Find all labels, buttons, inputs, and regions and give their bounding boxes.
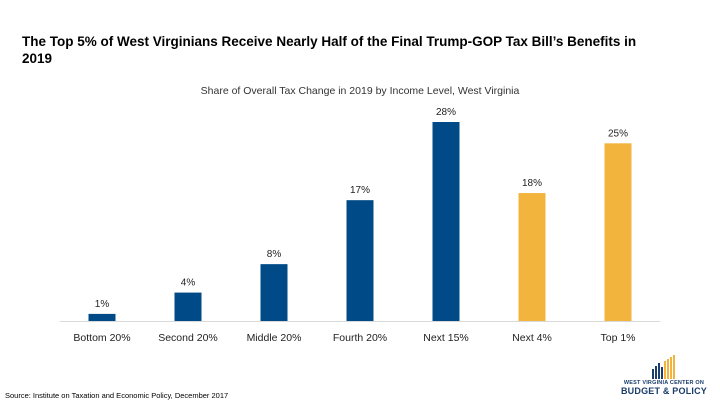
data-label: 1% — [95, 299, 110, 310]
x-tick-label: Next 15% — [423, 332, 469, 344]
logo-bars-icon — [652, 355, 675, 379]
x-tick-label: Second 20% — [158, 332, 218, 344]
data-label: 28% — [436, 107, 456, 118]
bar-fourth-20 — [346, 200, 374, 321]
bar-next-4 — [518, 193, 546, 321]
data-label: 17% — [350, 185, 370, 196]
bar-group: 1% Bottom 20% 4% Second 20% 8% Middle 20% 17% F… — [73, 107, 635, 344]
data-label: 4% — [181, 278, 196, 289]
slide-title: The Top 5% of West Virginians Receive Ne… — [22, 34, 637, 66]
bar-next-15 — [432, 122, 460, 321]
data-label: 25% — [608, 128, 628, 139]
bar-top-1 — [604, 143, 632, 321]
bar-second-20 — [174, 292, 202, 321]
logo-line-2: BUDGET & POLICY — [620, 386, 707, 396]
chart-subtitle: Share of Overall Tax Change in 2019 by I… — [201, 85, 520, 97]
logo-line-1: WEST VIRGINIA CENTER ON — [623, 380, 705, 386]
x-tick-label: Top 1% — [600, 332, 635, 344]
wv-center-logo: WEST VIRGINIA CENTER ON BUDGET & POLICY — [618, 355, 710, 397]
x-tick-label: Fourth 20% — [333, 332, 387, 344]
x-tick-label: Next 4% — [512, 332, 552, 344]
x-tick-label: Middle 20% — [247, 332, 302, 344]
x-tick-label: Bottom 20% — [73, 332, 130, 344]
data-label: 8% — [267, 249, 282, 260]
bar-middle-20 — [260, 264, 288, 321]
data-label: 18% — [522, 178, 542, 189]
bar-bottom-20 — [88, 313, 116, 321]
source-note: Source: Institute on Taxation and Econom… — [5, 391, 229, 400]
